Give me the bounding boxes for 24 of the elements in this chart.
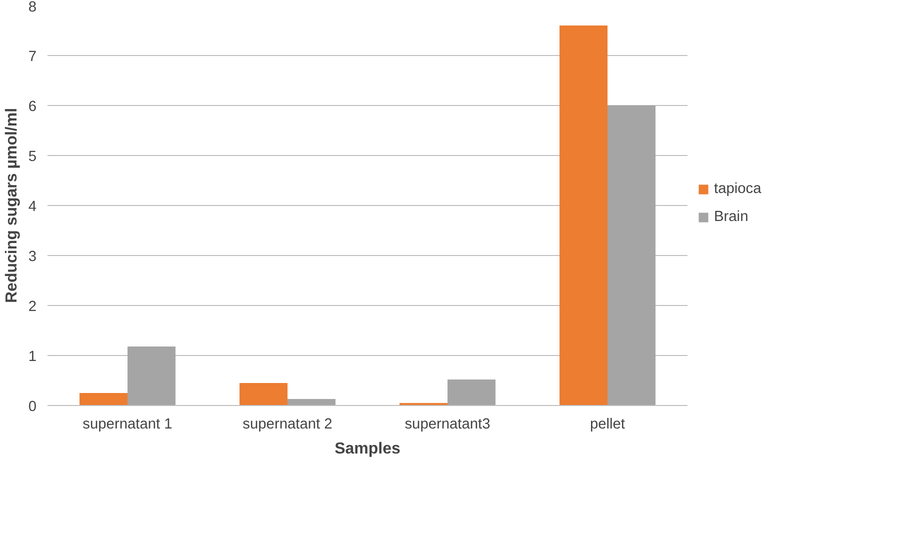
y-tick-label: 2 xyxy=(28,299,37,315)
y-tick-label: 1 xyxy=(28,349,37,365)
x-tick-label: supernatant3 xyxy=(404,416,490,432)
x-axis-title: Samples xyxy=(334,440,401,458)
x-tick-label: supernatant 2 xyxy=(242,416,332,432)
y-tick-label: 5 xyxy=(28,149,37,165)
bar xyxy=(560,26,608,406)
bar xyxy=(128,346,176,406)
y-tick-label: 6 xyxy=(28,99,37,115)
x-tick-label: supernatant 1 xyxy=(82,416,172,432)
y-tick-label: 0 xyxy=(28,399,37,415)
bar xyxy=(80,393,128,406)
y-tick-label: 7 xyxy=(28,49,37,65)
y-tick-label: 8 xyxy=(28,0,37,16)
bar xyxy=(240,383,288,406)
legend-label: Brain xyxy=(714,209,748,225)
x-tick-label: pellet xyxy=(590,416,626,432)
y-tick-label: 3 xyxy=(28,249,37,265)
bar xyxy=(608,106,656,406)
y-tick-label: 4 xyxy=(28,199,37,215)
y-axis-title: Reducing sugars µmol/ml xyxy=(3,108,20,304)
bar xyxy=(288,399,336,406)
legend-label: tapioca xyxy=(714,181,762,197)
bar xyxy=(448,380,496,406)
